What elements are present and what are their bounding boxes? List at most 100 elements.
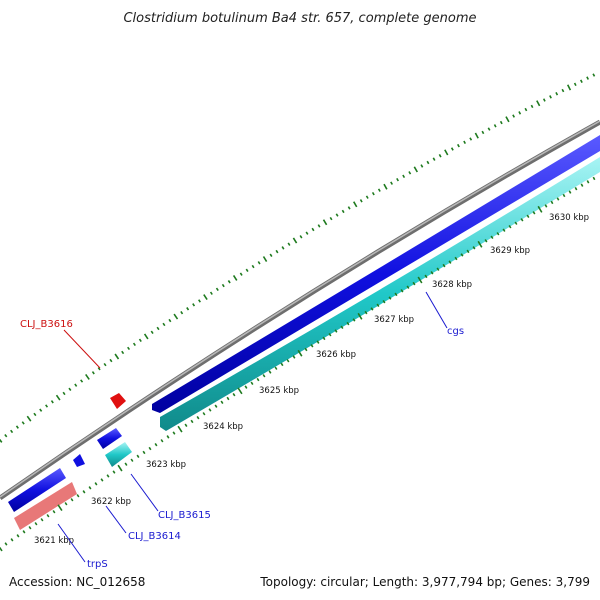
tick-mark bbox=[196, 415, 200, 420]
tick-mark bbox=[245, 268, 249, 273]
tick-mark bbox=[493, 124, 497, 128]
tick-mark bbox=[274, 366, 278, 370]
tick-mark bbox=[365, 195, 369, 199]
tick-mark bbox=[173, 313, 179, 320]
tick-mark bbox=[377, 188, 381, 192]
tick-mark bbox=[237, 387, 243, 395]
tick-mark bbox=[463, 140, 467, 144]
leader-trps bbox=[57, 523, 86, 563]
tick-mark bbox=[85, 373, 90, 380]
tick-mark bbox=[221, 283, 225, 288]
gene-clj-b3615-forward[interactable] bbox=[97, 428, 122, 449]
tick-mark bbox=[426, 160, 430, 165]
tick-mark bbox=[542, 98, 546, 102]
tick-mark bbox=[555, 92, 559, 96]
tick-mark bbox=[450, 147, 454, 151]
tick-mark bbox=[88, 486, 92, 490]
tick-mark bbox=[592, 176, 596, 181]
tick-mark bbox=[573, 82, 577, 87]
tick-mark bbox=[4, 542, 8, 546]
tick-mark bbox=[138, 338, 142, 343]
tick-mark bbox=[121, 350, 125, 355]
gene-clj-b3615[interactable] bbox=[105, 442, 132, 467]
tick-mark bbox=[505, 116, 510, 123]
tick-mark bbox=[359, 199, 363, 203]
tick-mark bbox=[215, 287, 219, 292]
tick-mark bbox=[166, 435, 170, 439]
tick-mark bbox=[532, 211, 536, 215]
gene-cgs[interactable] bbox=[160, 157, 600, 431]
tick-mark bbox=[481, 130, 485, 135]
gene-clj-b3616[interactable] bbox=[110, 393, 126, 409]
tick-label: 3623 kbp bbox=[146, 460, 186, 470]
genome-backbone-highlight bbox=[0, 120, 600, 498]
tick-mark bbox=[64, 502, 68, 506]
tick-mark bbox=[460, 253, 464, 257]
tick-mark bbox=[150, 330, 154, 335]
tick-mark bbox=[499, 120, 503, 125]
tick-mark bbox=[114, 353, 120, 360]
tick-mark bbox=[55, 394, 61, 401]
tick-mark bbox=[10, 538, 14, 542]
tick-mark bbox=[109, 358, 113, 363]
tick-mark bbox=[132, 342, 136, 347]
tick-mark bbox=[292, 355, 296, 359]
tick-mark bbox=[432, 157, 436, 161]
tick-mark bbox=[148, 446, 152, 451]
tick-mark bbox=[226, 396, 230, 401]
tick-mark bbox=[34, 522, 38, 526]
tick-mark bbox=[220, 400, 224, 405]
tick-mark bbox=[46, 514, 50, 518]
tick-mark bbox=[436, 267, 440, 271]
tick-mark bbox=[508, 224, 512, 229]
tick-mark bbox=[568, 190, 572, 194]
tick-mark bbox=[530, 104, 534, 109]
tick-mark bbox=[262, 374, 266, 378]
tick-mark bbox=[97, 367, 101, 371]
tick-mark bbox=[10, 429, 14, 434]
tick-mark bbox=[214, 404, 218, 408]
tick-mark bbox=[311, 227, 315, 232]
tick-mark bbox=[430, 271, 434, 275]
tick-mark bbox=[574, 187, 578, 191]
tick-mark bbox=[438, 154, 442, 158]
tick-mark bbox=[322, 336, 326, 341]
tick-mark bbox=[74, 383, 78, 387]
tick-mark bbox=[142, 450, 146, 455]
tick-mark bbox=[580, 183, 584, 187]
tick-mark bbox=[357, 312, 363, 320]
tick-label: 3629 kbp bbox=[490, 246, 530, 256]
tick-mark bbox=[536, 100, 541, 107]
tick-mark bbox=[457, 143, 460, 148]
tick-mark bbox=[305, 231, 309, 235]
tick-mark bbox=[502, 228, 506, 232]
tick-mark bbox=[420, 164, 424, 168]
tick-mark bbox=[62, 391, 66, 396]
tick-mark bbox=[160, 439, 164, 443]
tick-mark bbox=[524, 107, 528, 112]
gene-forward-main[interactable] bbox=[152, 135, 600, 413]
tick-mark bbox=[186, 307, 190, 311]
tick-mark bbox=[26, 415, 32, 422]
tick-mark bbox=[262, 256, 268, 263]
gene-clj-b3614[interactable] bbox=[73, 454, 85, 467]
tick-labels: 3621 kbp 3622 kbp 3623 kbp 3624 kbp 3625… bbox=[34, 213, 589, 546]
tick-mark bbox=[0, 438, 3, 443]
tick-mark bbox=[408, 171, 412, 175]
tick-mark bbox=[0, 546, 3, 552]
tick-mark bbox=[136, 454, 140, 459]
tick-mark bbox=[103, 362, 107, 367]
tick-mark bbox=[477, 240, 483, 248]
gene-trps[interactable] bbox=[14, 482, 77, 530]
tick-mark bbox=[268, 370, 272, 374]
tick-mark bbox=[21, 421, 25, 425]
gene-left-forward[interactable] bbox=[8, 468, 66, 512]
label-trps: trpS bbox=[87, 559, 108, 570]
tick-mark bbox=[203, 294, 208, 301]
accession-text: Accession: NC_012658 bbox=[9, 575, 145, 589]
tick-mark bbox=[256, 377, 260, 382]
tick-mark bbox=[396, 178, 399, 182]
tick-mark bbox=[413, 166, 418, 173]
tick-mark bbox=[550, 200, 554, 205]
tick-mark bbox=[76, 494, 80, 498]
